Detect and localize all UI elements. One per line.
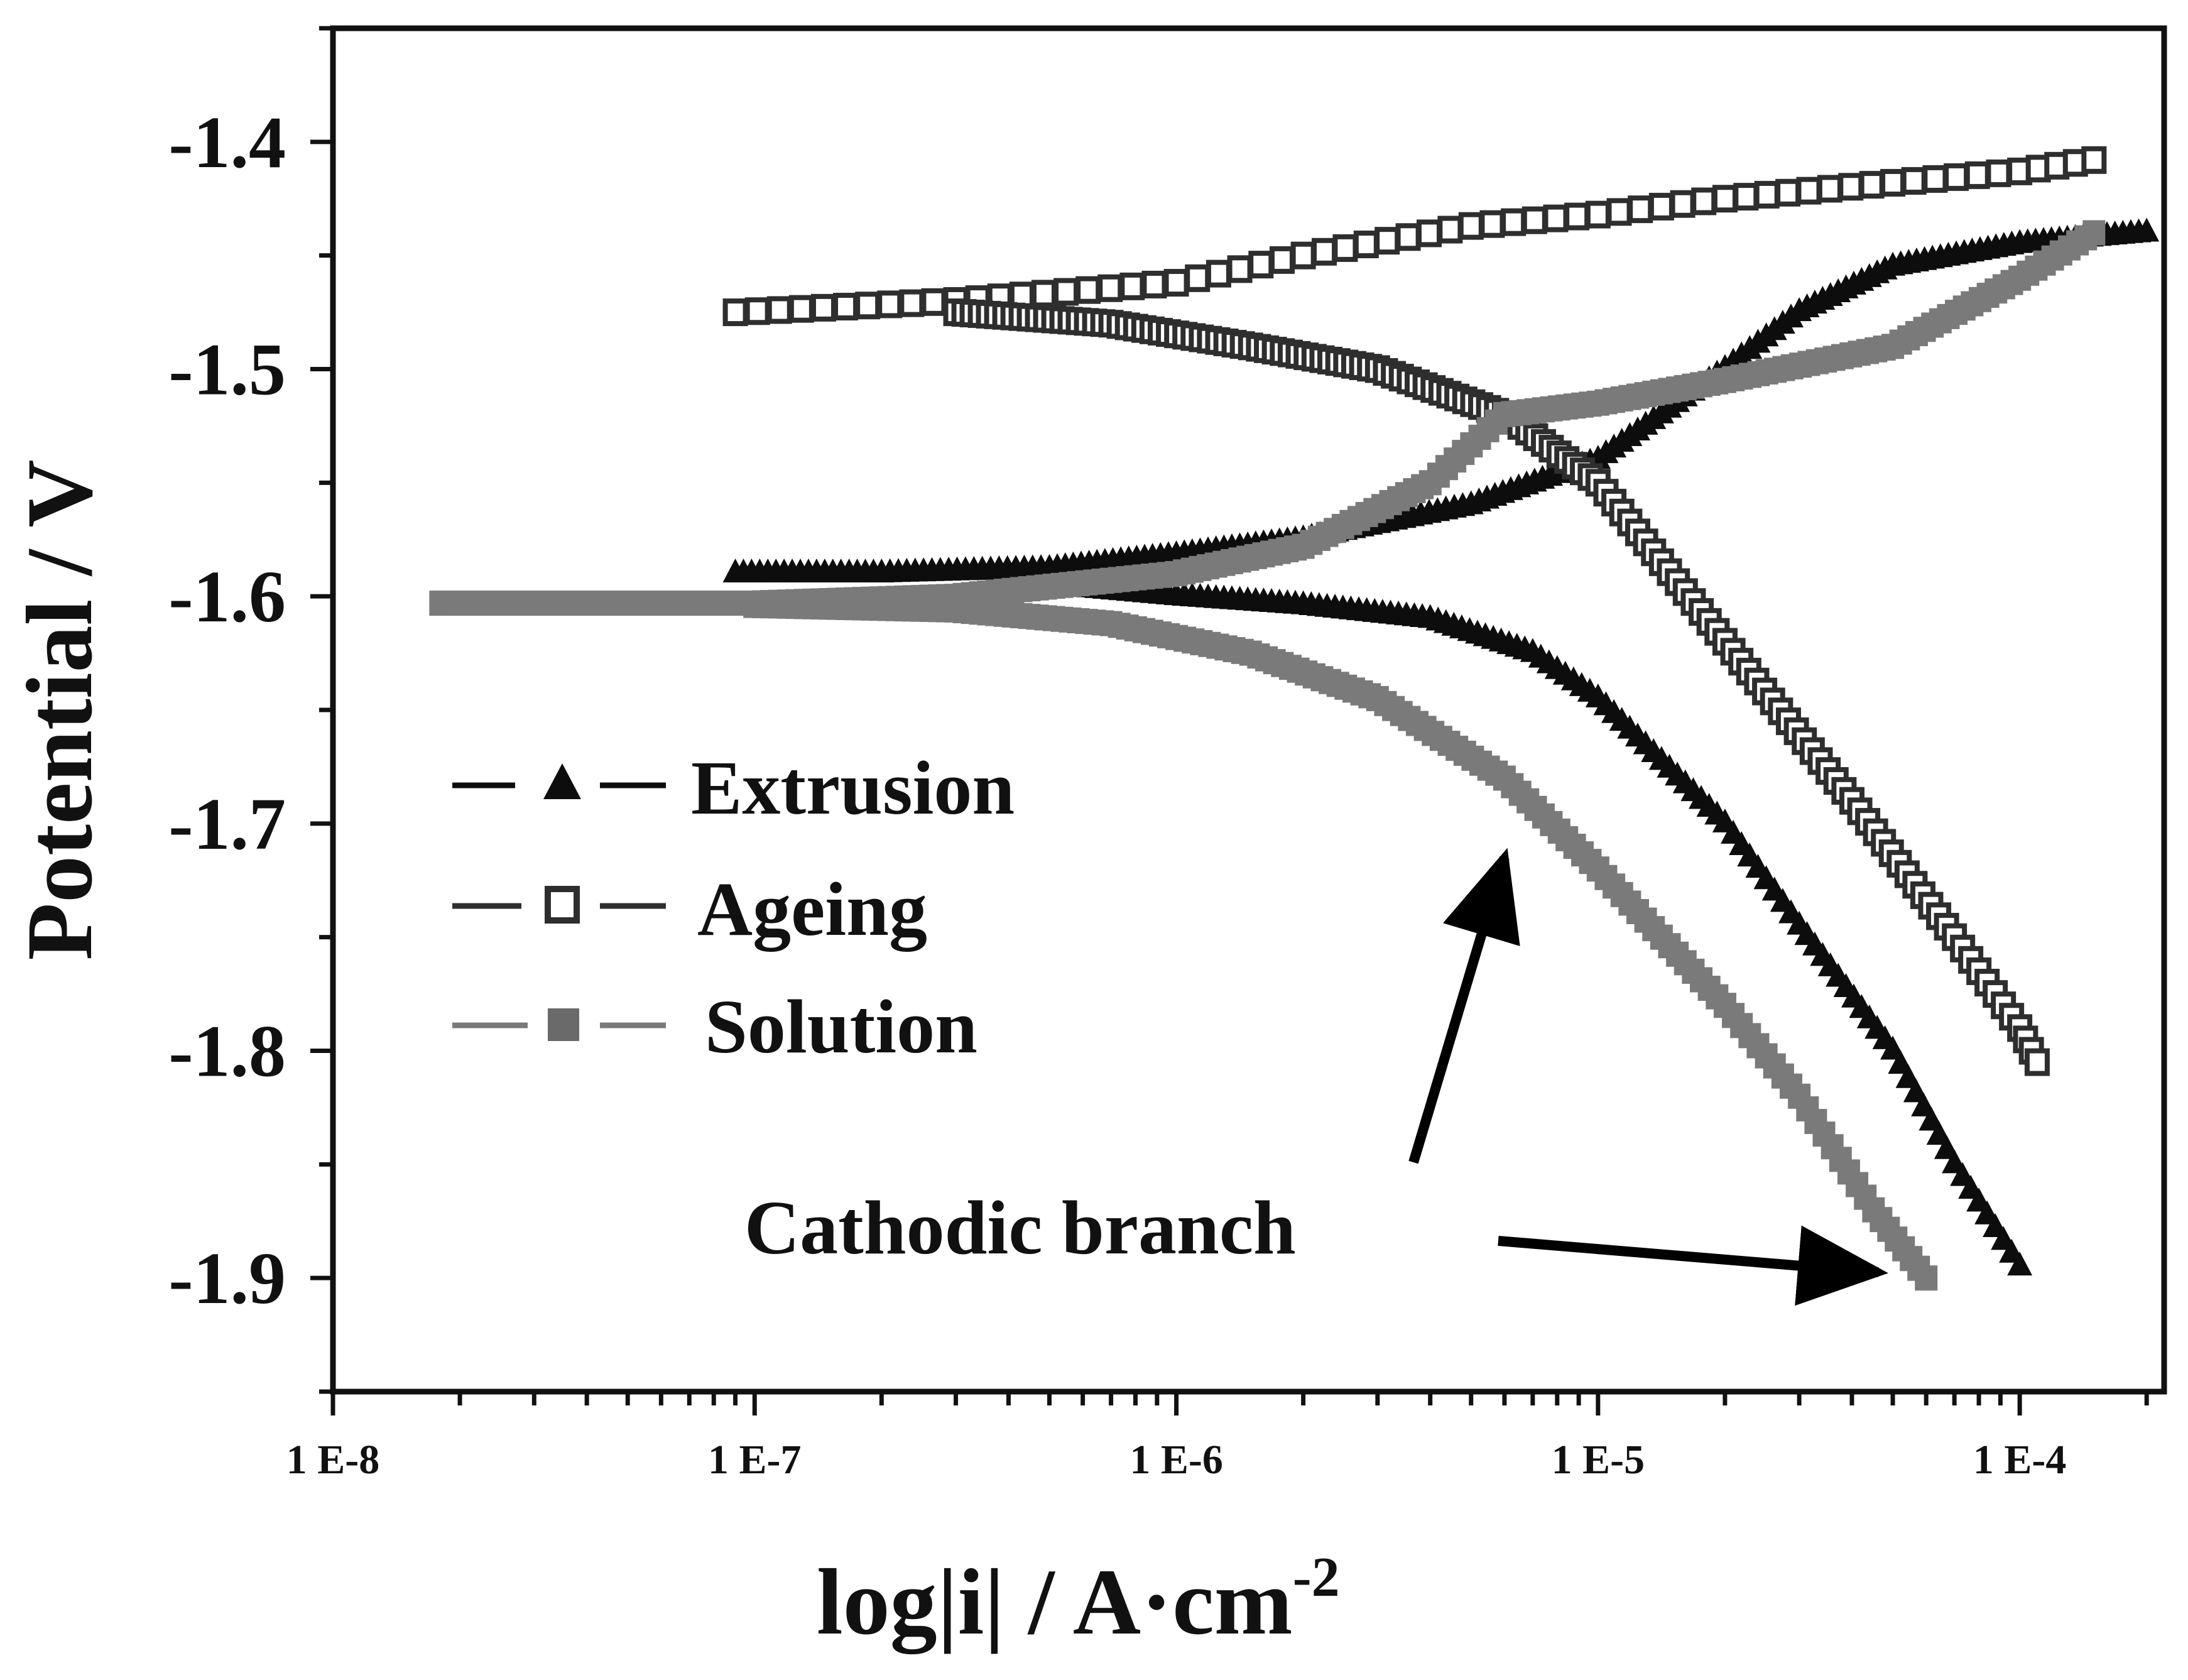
anodic-point-ageing: [1290, 241, 1316, 270]
legend-label-solution: Solution: [705, 985, 977, 1069]
anodic-point-ageing: [1922, 165, 1948, 193]
anodic-point-ageing: [1053, 278, 1079, 306]
anodic-point-ageing: [1986, 159, 2011, 187]
anodic-point-ageing: [1859, 171, 1885, 199]
y-tick-label: -1.4: [168, 101, 286, 183]
anodic-point-ageing: [1332, 234, 1358, 262]
series-solution: [429, 220, 2106, 1291]
legend-label-ageing: Ageing: [697, 867, 927, 952]
anodic-point-ageing: [1628, 195, 1653, 224]
anodic-point-ageing: [1185, 264, 1211, 292]
anodic-point-ageing: [1670, 190, 1695, 218]
legend-item-ageing: Ageing: [452, 867, 927, 952]
y-axis-label: Potential / V: [8, 459, 112, 960]
x-axis-label-exponent: -2: [1293, 1546, 1340, 1608]
anodic-point-ageing: [1648, 192, 1674, 221]
anodic-point-ageing: [877, 290, 903, 319]
anodic-point-ageing: [1206, 259, 1231, 288]
x-axis-label-main: log|i| / A·cm: [817, 1550, 1293, 1654]
anodic-point-ageing: [1141, 270, 1167, 298]
anodic-point-ageing: [1269, 246, 1295, 274]
anodic-point-ageing: [1585, 200, 1611, 229]
y-tick-label: -1.6: [168, 555, 286, 638]
anodic-point-ageing: [1501, 208, 1527, 236]
anodic-point-ageing: [1353, 231, 1379, 259]
anodic-point-ageing: [1416, 219, 1442, 248]
y-tick-label: -1.5: [168, 329, 286, 411]
legend-marker-extrusion: [543, 763, 581, 799]
annotation-arrow-up: [1408, 848, 1520, 1164]
anodic-point-ageing: [1733, 183, 1759, 211]
anodic-point-ageing: [1775, 178, 1801, 207]
anodic-point-ageing: [833, 293, 859, 321]
series-layer: [429, 146, 2160, 1291]
anodic-point-ageing: [1796, 177, 1822, 205]
annotation-arrow-right: [1498, 1225, 1888, 1306]
cathodic-line-solution: [754, 603, 1928, 1280]
anodic-point-ageing: [1754, 180, 1780, 209]
anodic-point-ageing: [1075, 276, 1101, 304]
series-ageing: [722, 146, 2107, 1076]
legend-item-extrusion: Extrusion: [452, 746, 1015, 831]
anodic-point-ageing: [1564, 202, 1590, 231]
anodic-point-ageing: [2081, 146, 2107, 174]
anodic-point-ageing: [1395, 223, 1421, 251]
cathodic-branch-annotation: Cathodic branch: [744, 848, 1888, 1306]
legend-marker-solution: [548, 1008, 579, 1041]
anodic-point-ageing: [1880, 168, 1906, 197]
anodic-point-ageing: [899, 289, 925, 317]
cathodic-point-solution: [1915, 1265, 1938, 1291]
anodic-point-ageing: [1374, 227, 1400, 255]
anodic-point-ageing: [1312, 237, 1337, 266]
anodic-point-ageing: [1163, 269, 1189, 297]
anodic-point-ageing: [1712, 185, 1738, 213]
anodic-point-ageing: [1521, 206, 1547, 234]
legend-marker-ageing: [545, 886, 580, 924]
anodic-point-ageing: [1248, 251, 1274, 279]
legend: Extrusion Ageing Solution: [452, 746, 1015, 1069]
anodic-point-ageing: [1817, 175, 1842, 203]
cathodic-line-extrusion: [1049, 583, 2022, 1268]
anodic-point-solution: [2082, 220, 2106, 246]
x-tick-label: 1 E-6: [1129, 1437, 1223, 1483]
x-tick-label: 1 E-7: [708, 1437, 802, 1483]
y-tick-label: -1.8: [168, 1010, 286, 1093]
anodic-point-ageing: [744, 297, 770, 325]
legend-label-extrusion: Extrusion: [691, 746, 1015, 831]
anodic-point-ageing: [1691, 187, 1717, 215]
annotation-text: Cathodic branch: [744, 1186, 1296, 1270]
anodic-point-ageing: [766, 296, 792, 324]
cathodic-point-ageing: [2024, 1048, 2050, 1076]
anodic-point-ageing: [1838, 173, 1864, 201]
anodic-point-ageing: [1458, 212, 1484, 240]
anodic-point-ageing: [722, 298, 748, 327]
anodic-point-ageing: [855, 292, 881, 320]
anodic-point-ageing: [1479, 210, 1505, 238]
anodic-point-extrusion: [2134, 217, 2160, 242]
anodic-point-ageing: [1227, 255, 1253, 283]
anodic-point-ageing: [1606, 198, 1632, 226]
anodic-point-ageing: [1964, 161, 1990, 189]
anodic-point-ageing: [1097, 274, 1123, 302]
legend-item-solution: Solution: [452, 985, 977, 1069]
anodic-point-ageing: [1031, 280, 1057, 308]
x-tick-label: 1 E-4: [1973, 1437, 2067, 1483]
anodic-point-ageing: [1437, 215, 1463, 244]
anodic-point-ageing: [1944, 163, 1969, 191]
anodic-point-ageing: [1543, 204, 1569, 232]
y-tick-label: -1.9: [168, 1237, 286, 1319]
anodic-point-ageing: [921, 288, 947, 316]
anodic-point-ageing: [1119, 272, 1145, 300]
y-axis-ticks: -1.4 -1.5 -1.6 -1.7 -1.8 -1.9: [168, 26, 333, 1394]
cathodic-point-extrusion: [2007, 1252, 2033, 1276]
x-axis-label: log|i| / A·cm-2: [817, 1546, 1340, 1654]
y-tick-label: -1.7: [168, 783, 286, 865]
anodic-point-ageing: [788, 295, 814, 323]
anodic-point-ageing: [810, 293, 836, 322]
x-tick-label: 1 E-5: [1552, 1437, 1645, 1483]
x-tick-label: 1 E-8: [286, 1437, 380, 1483]
x-axis-ticks: 1 E-8 1 E-7 1 E-6 1 E-5 1 E-4: [286, 1392, 2149, 1483]
anodic-point-ageing: [1901, 166, 1927, 195]
